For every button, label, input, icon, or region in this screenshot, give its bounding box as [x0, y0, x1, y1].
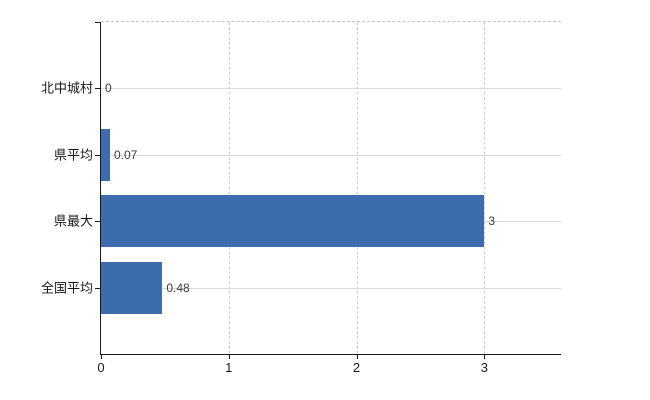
bar [101, 195, 485, 248]
category-label: 県平均 [53, 147, 93, 163]
h-gridline [101, 88, 561, 90]
h-gridline [101, 154, 561, 156]
bar [101, 128, 110, 181]
h-gridline [101, 287, 561, 289]
category-label: 県最大 [53, 213, 93, 229]
bar-value-label: 0.07 [113, 147, 138, 162]
bar-value-label: 3 [488, 214, 496, 229]
y-tick-mark [95, 88, 101, 90]
bar-value-label: 0 [105, 81, 112, 96]
v-gridline [484, 22, 486, 354]
x-tick-label: 2 [352, 360, 361, 375]
y-tick-mark [95, 154, 101, 156]
x-tick-label: 0 [97, 360, 105, 375]
y-tick-mark [95, 221, 101, 223]
x-tick-mark [484, 355, 486, 359]
bar [101, 261, 163, 314]
x-tick-mark [356, 355, 358, 359]
x-tick-mark [228, 355, 230, 359]
plot-area: 0 北中城村 0.07 県平均 3 県最大 0.48 全国平均 0 1 2 3 [41, 21, 561, 374]
x-tick-label: 1 [225, 360, 233, 375]
v-gridline [356, 22, 358, 354]
x-tick-mark [101, 355, 102, 359]
y-tick-mark [95, 287, 101, 289]
plot-top-border [101, 21, 561, 22]
category-label: 北中城村 [40, 80, 93, 96]
x-tick-label: 3 [480, 360, 488, 375]
bar-value-label: 0.48 [166, 280, 190, 295]
y-tick-mark [95, 22, 101, 23]
category-label: 全国平均 [40, 280, 93, 296]
v-gridline [228, 22, 230, 354]
